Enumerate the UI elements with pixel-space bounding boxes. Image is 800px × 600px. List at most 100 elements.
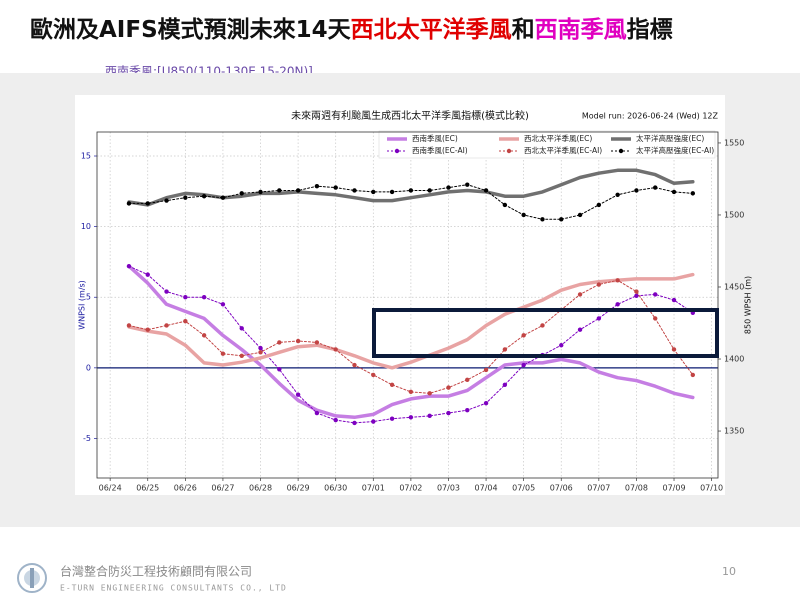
series-point xyxy=(126,263,132,269)
series-point xyxy=(596,282,602,287)
series-point xyxy=(352,420,357,426)
logo xyxy=(17,563,47,593)
title-part: 西北太平洋季風 xyxy=(351,16,512,43)
series-point xyxy=(314,183,320,189)
y2-axis-label: 850 WPSH (m) xyxy=(744,276,753,334)
series-point xyxy=(352,188,357,193)
series-point xyxy=(371,372,376,378)
series-point xyxy=(371,189,376,195)
series-point xyxy=(201,295,207,300)
x-tick-label: 06/24 xyxy=(99,484,122,493)
y-tick-label: 15 xyxy=(81,152,91,161)
y2-tick-label: 1450 xyxy=(724,282,744,291)
series-point xyxy=(615,192,620,198)
x-tick-label: 06/27 xyxy=(211,484,234,493)
plot-frame xyxy=(96,131,719,479)
company-name-en: E-TURN ENGINEERING CONSULTANTS CO., LTD xyxy=(60,584,287,593)
series-point xyxy=(314,410,320,416)
series-point xyxy=(446,385,451,390)
series-point xyxy=(201,194,207,199)
series-point xyxy=(540,217,545,222)
page-number: 10 xyxy=(722,565,736,578)
series-point xyxy=(559,217,564,222)
title-part: 西南季風 xyxy=(535,17,627,43)
series-point xyxy=(653,292,658,297)
legend-label: 西北太平洋季風(EC-AI) xyxy=(524,145,602,155)
series-point xyxy=(502,347,508,352)
series-point xyxy=(483,367,489,373)
series-point xyxy=(502,382,508,387)
y-tick-label: 5 xyxy=(86,293,91,302)
series-point xyxy=(615,278,620,283)
legend-label: 太平洋高壓強度(EC-AI) xyxy=(636,145,714,155)
series-point xyxy=(577,212,583,218)
x-tick-label: 07/01 xyxy=(362,484,385,493)
series-point xyxy=(277,340,282,345)
title-part: 指標 xyxy=(627,17,673,43)
series-point xyxy=(521,333,526,338)
series-point xyxy=(690,372,696,378)
legend-label: 西北太平洋季風(EC) xyxy=(524,133,592,143)
x-tick-label: 06/28 xyxy=(249,484,272,493)
series-point xyxy=(502,202,508,208)
series-point xyxy=(258,189,263,195)
series-point xyxy=(577,327,583,332)
series-point xyxy=(559,343,564,348)
y2-tick-label: 1400 xyxy=(724,355,744,364)
series-point xyxy=(145,327,150,332)
x-tick-label: 07/09 xyxy=(662,484,685,493)
y-tick-label: 0 xyxy=(86,363,91,372)
series-point xyxy=(446,410,451,416)
series-point xyxy=(389,382,395,387)
legend-box xyxy=(378,130,716,159)
series-point xyxy=(408,188,414,193)
series-point xyxy=(333,347,338,352)
legend-label: 太平洋高壓強度(EC) xyxy=(636,133,704,143)
series-point xyxy=(295,188,301,193)
series-point xyxy=(653,185,658,190)
highlight-box xyxy=(372,308,719,358)
legend-label: 西南季風(EC) xyxy=(412,133,458,143)
x-tick-label: 06/25 xyxy=(136,484,159,493)
x-tick-label: 06/30 xyxy=(324,484,347,493)
series-point xyxy=(352,362,357,368)
series-point xyxy=(145,201,150,206)
series-point xyxy=(671,189,677,195)
series-point xyxy=(164,289,169,294)
series-point xyxy=(653,316,658,321)
series-point xyxy=(295,392,301,397)
series-point xyxy=(258,345,263,351)
series-point xyxy=(634,293,639,299)
series-point xyxy=(333,417,338,423)
series-point xyxy=(634,289,639,294)
series-point xyxy=(201,333,207,338)
series-point xyxy=(164,323,169,328)
y2-tick-label: 1550 xyxy=(724,138,744,147)
series-point xyxy=(521,212,526,218)
y2-tick-label: 1350 xyxy=(724,427,744,436)
series-point xyxy=(220,195,226,200)
title-part: 歐洲及AIFS模式預測未來14天 xyxy=(30,16,352,43)
series-point xyxy=(465,377,470,383)
legend-label: 西南季風(EC-AI) xyxy=(412,145,468,155)
series-point xyxy=(183,295,188,300)
series-point xyxy=(239,326,244,331)
series-point xyxy=(577,292,583,297)
series-point xyxy=(634,188,639,193)
series-point xyxy=(220,351,226,356)
x-tick-label: 07/08 xyxy=(625,484,648,493)
series-line xyxy=(127,264,695,420)
series-point xyxy=(671,347,677,352)
x-tick-label: 07/04 xyxy=(475,484,498,493)
series-point xyxy=(521,362,526,368)
series-point xyxy=(446,185,451,190)
chart-subtitle: Model run: 2026-06-24 (Wed) 12Z xyxy=(582,112,719,121)
series-point xyxy=(314,340,320,345)
series-point xyxy=(671,297,677,303)
series-point xyxy=(220,302,226,307)
series-point xyxy=(483,400,489,406)
x-tick-label: 06/26 xyxy=(174,484,197,493)
series-point xyxy=(239,191,244,196)
